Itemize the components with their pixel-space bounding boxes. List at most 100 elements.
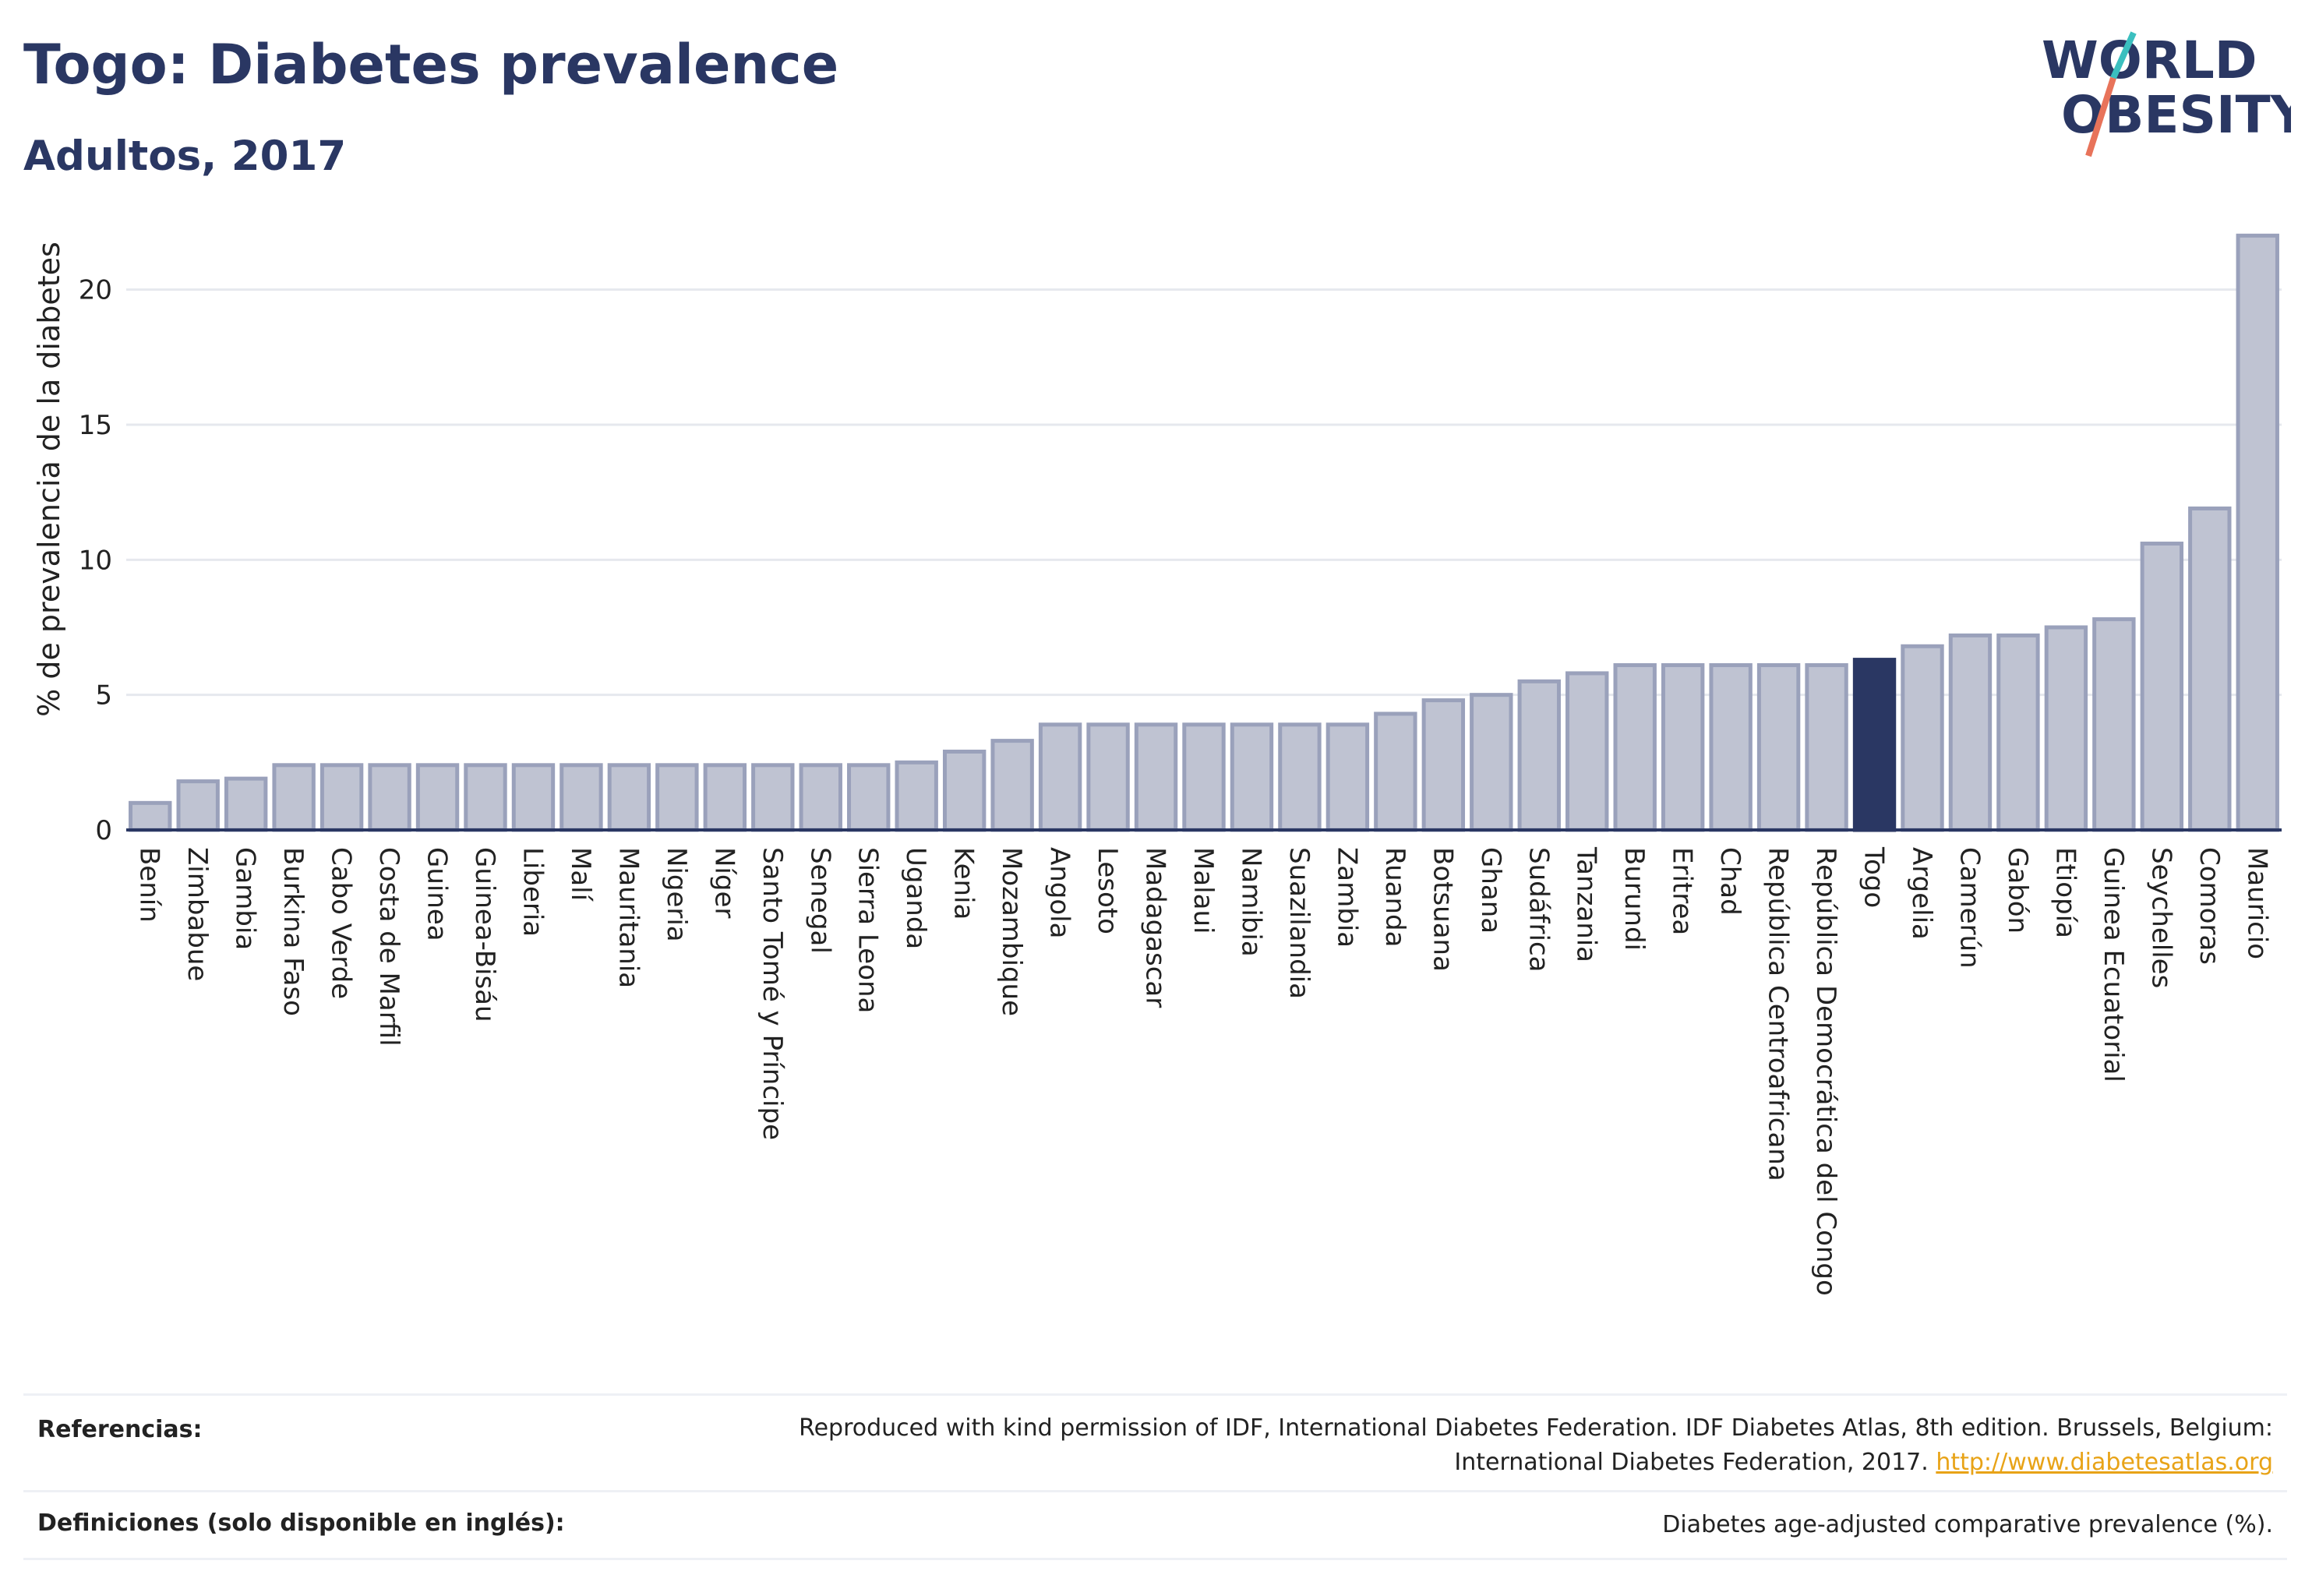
definitions-label: Definiciones (solo disponible en inglés)… — [37, 1509, 565, 1537]
definitions-row: Definiciones (solo disponible en inglés)… — [23, 1490, 2287, 1560]
bar — [1948, 633, 1993, 832]
bar — [129, 800, 172, 832]
bar — [1901, 644, 1944, 832]
bar — [319, 763, 364, 832]
x-tick-label: República Centroafricana — [1763, 847, 1794, 1181]
x-tick-label: Tanzania — [1571, 846, 1602, 962]
references-line2: International Diabetes Federation, 2017. — [1454, 1449, 1929, 1476]
bar — [368, 763, 411, 832]
x-tick-label: Mauricio — [2241, 847, 2272, 959]
y-tick-label: 0 — [95, 815, 112, 846]
x-tick-label: Chad — [1714, 847, 1746, 916]
bars — [129, 233, 2279, 832]
bar — [1182, 722, 1226, 832]
x-tick-label: Zambia — [1331, 847, 1362, 948]
x-tick-label: República Democrática del Congo — [1810, 847, 1841, 1296]
bar — [224, 776, 268, 832]
x-tick-label: Seychelles — [2145, 847, 2176, 988]
x-tick-label: Eritrea — [1667, 847, 1698, 935]
x-tick-label: Comoras — [2194, 847, 2225, 965]
bar — [1278, 722, 1322, 832]
diabetesatlas-link[interactable]: http://www.diabetesatlas.org — [1936, 1449, 2273, 1476]
bar — [847, 763, 891, 832]
x-tick-label: Malaui — [1188, 847, 1219, 934]
bar — [1374, 711, 1417, 832]
bar — [2092, 617, 2136, 832]
x-tick-label: Santo Tomé y Príncipe — [757, 847, 788, 1140]
x-tick-label: Togo — [1858, 846, 1890, 908]
world-obesity-logo: WORLD OBESITY — [2042, 30, 2291, 157]
bar — [607, 763, 651, 832]
x-tick-label: Guinea — [422, 847, 453, 941]
bar — [464, 763, 507, 832]
x-tick-label: Uganda — [900, 847, 931, 949]
x-tick-label: Namibia — [1235, 847, 1266, 957]
x-tick-label: Malí — [565, 847, 596, 902]
x-tick-label: Botsuana — [1427, 847, 1458, 972]
x-tick-label: Liberia — [517, 847, 548, 937]
x-tick-label: Mozambique — [996, 847, 1027, 1016]
bar-chart: 0 5 10 15 20 Benín Zimbabue Gambia Burkina Faso… — [32, 233, 2282, 1296]
x-tick-label: Guinea Ecuatorial — [2098, 847, 2129, 1082]
bar — [1565, 671, 1609, 832]
x-tick-label: Cabo Verde — [326, 847, 357, 999]
bar — [2236, 233, 2279, 832]
bar — [272, 763, 316, 832]
x-tick-label: Camerún — [1954, 847, 1985, 969]
x-tick-label: Argelia — [1906, 847, 1937, 940]
bar — [942, 749, 987, 832]
logo-slash-coral — [2085, 76, 2116, 157]
y-tick-label: 15 — [79, 410, 112, 441]
bar — [751, 763, 795, 832]
bar — [1470, 693, 1513, 832]
x-tick-label: Sierra Leona — [852, 847, 884, 1013]
bar — [1613, 663, 1657, 832]
x-tick-label: Lesoto — [1092, 847, 1123, 934]
y-axis-ticks: 0 5 10 15 20 — [79, 275, 112, 846]
references-label: Referencias: — [37, 1416, 203, 1443]
bar — [1805, 663, 1848, 832]
bar — [2044, 625, 2088, 832]
x-tick-label: Gambia — [230, 847, 261, 950]
x-tick-label: Benín — [134, 847, 165, 923]
bar — [1709, 663, 1753, 832]
x-tick-label: Burkina Faso — [277, 847, 309, 1016]
bar — [799, 763, 842, 832]
x-tick-label: Guinea-Bisáu — [469, 847, 500, 1022]
x-tick-label: Nigeria — [661, 847, 692, 942]
x-tick-label: Zimbabue — [182, 847, 213, 981]
bar — [1038, 722, 1082, 832]
x-tick-label: Ghana — [1475, 847, 1506, 934]
x-tick-label: Costa de Marfil — [373, 847, 404, 1047]
x-tick-label: Níger — [708, 847, 740, 918]
bar — [176, 779, 220, 832]
x-axis-ticks: Benín Zimbabue Gambia Burkina Faso Cabo Verd… — [134, 846, 2273, 1296]
x-tick-label: Ruanda — [1379, 847, 1410, 947]
bar — [1325, 722, 1370, 832]
bar — [1134, 722, 1178, 832]
bar — [895, 760, 938, 832]
y-tick-label: 20 — [79, 275, 112, 306]
bar — [2140, 542, 2184, 832]
references-line2-wrap: International Diabetes Federation, 2017.… — [799, 1446, 2273, 1480]
x-tick-label: Sudáfrica — [1523, 847, 1554, 972]
y-axis-label: % de prevalencia de la diabetes — [32, 242, 66, 717]
bar — [415, 763, 460, 832]
chart-title: Togo: Diabetes prevalence — [23, 33, 839, 97]
bar — [1230, 722, 1274, 832]
x-tick-label: Etiopía — [2049, 847, 2081, 938]
x-tick-label: Mauritania — [612, 847, 644, 988]
footer: Referencias: Reproduced with kind permis… — [23, 1393, 2287, 1560]
bar — [2188, 506, 2232, 832]
bar — [1421, 698, 1466, 832]
x-tick-label: Gabón — [2002, 847, 2033, 934]
bar — [559, 763, 603, 832]
x-tick-label: Burundi — [1618, 847, 1650, 951]
references-text: Reproduced with kind permission of IDF, … — [799, 1411, 2273, 1480]
bar — [1517, 679, 1561, 832]
chart-subtitle: Adultos, 2017 — [23, 132, 347, 180]
definitions-text: Diabetes age-adjusted comparative preval… — [1662, 1511, 2273, 1538]
bar — [1996, 633, 2040, 832]
bar — [1661, 663, 1705, 832]
x-tick-label: Kenia — [948, 847, 980, 920]
